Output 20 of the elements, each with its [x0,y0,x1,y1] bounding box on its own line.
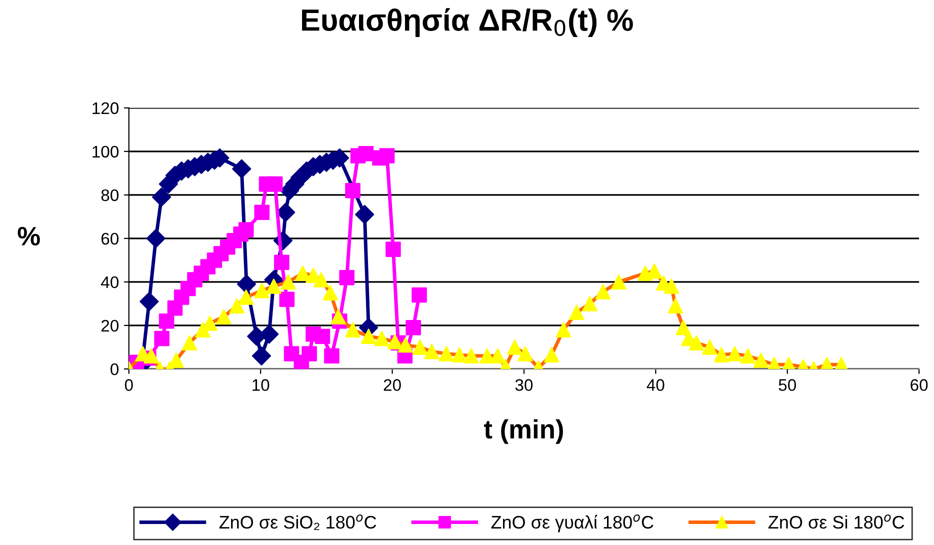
y-axis-title: % [18,226,40,246]
y-tick-label: 40 [101,276,119,288]
x-tick-label: 30 [515,379,533,391]
x-tick-label: 0 [124,379,133,391]
x-tick-label: 50 [778,379,796,391]
x-tick-label: 40 [646,379,664,391]
chart-title: Ευαισθησία ΔR/R$_{0}$(t) % [302,8,633,38]
x-axis-title: t (min) [484,419,563,444]
legend-label: ZnO σε Si 180$^{o}$C [768,514,904,529]
legend-label: ZnO σε γυαλί 180$^{o}$C [491,514,654,532]
x-tick-label: 60 [910,379,928,391]
y-tick-label: 0 [110,363,119,376]
legend-label: ZnO σε SiO₂ 180$^{o}$C [219,514,376,530]
x-tick-label: 10 [252,379,270,391]
y-tick-label: 100 [92,146,119,158]
y-tick-label: 60 [101,232,119,245]
y-tick-label: 20 [101,320,119,332]
y-tick-label: 120 [92,102,119,114]
x-tick-label: 20 [384,379,401,391]
y-tick-label: 80 [101,189,119,202]
